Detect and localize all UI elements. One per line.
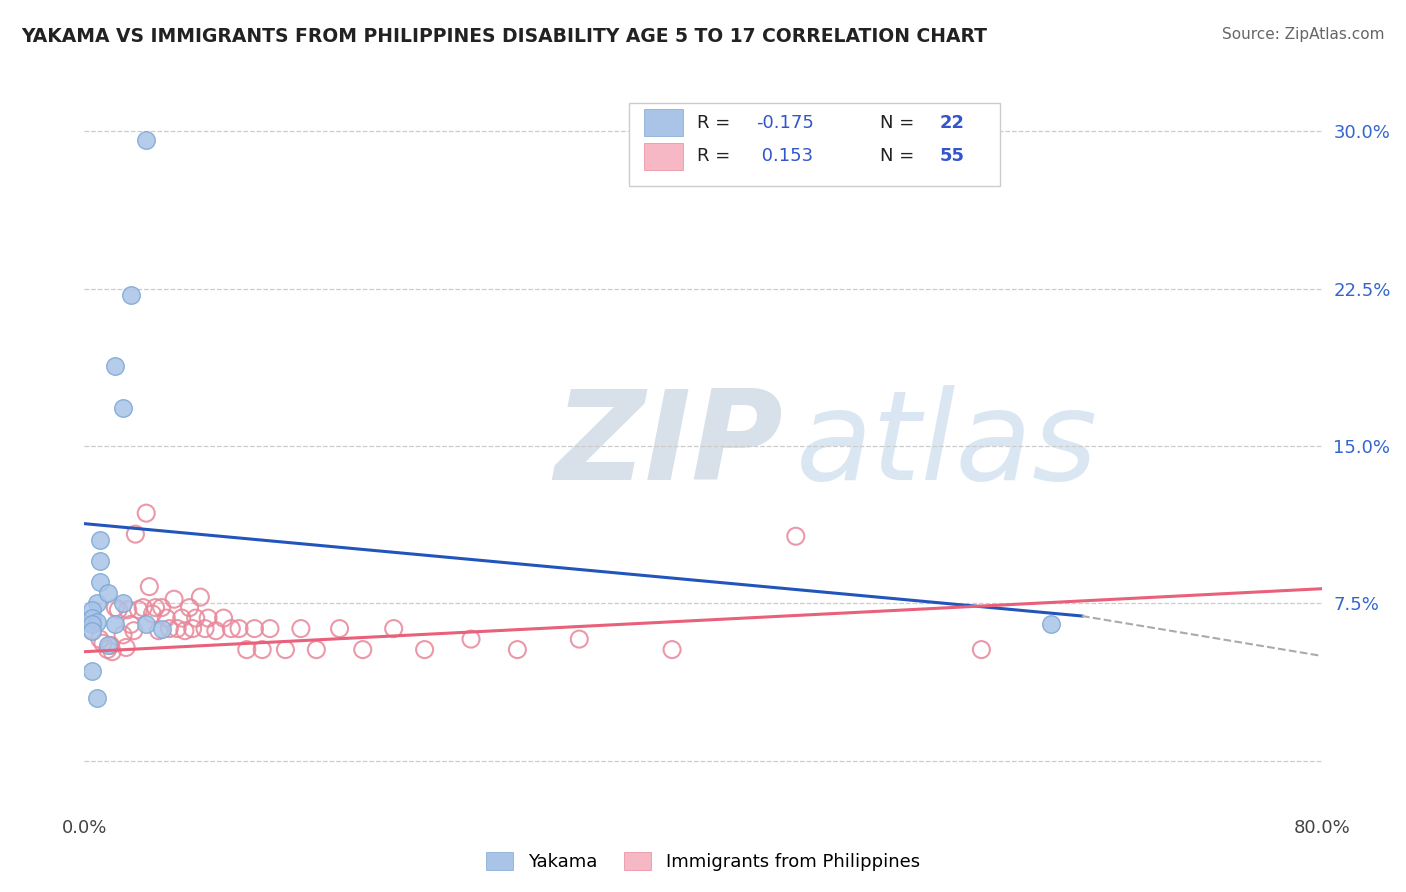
Point	[170, 611, 193, 625]
Point	[228, 622, 250, 636]
Point	[82, 603, 104, 617]
Point	[91, 636, 114, 650]
Point	[785, 529, 807, 543]
Point	[132, 600, 155, 615]
Point	[221, 622, 243, 636]
Point	[568, 632, 591, 646]
Point	[163, 592, 186, 607]
Point	[1040, 617, 1063, 632]
Text: YAKAMA VS IMMIGRANTS FROM PHILIPPINES DISABILITY AGE 5 TO 17 CORRELATION CHART: YAKAMA VS IMMIGRANTS FROM PHILIPPINES DI…	[21, 27, 987, 45]
Point	[97, 639, 120, 653]
Point	[138, 580, 160, 594]
Point	[174, 624, 197, 638]
Point	[122, 624, 145, 638]
Point	[117, 603, 139, 617]
Point	[148, 624, 170, 638]
Point	[135, 617, 157, 632]
FancyBboxPatch shape	[644, 109, 683, 136]
Point	[194, 622, 217, 636]
Text: N =: N =	[880, 147, 920, 165]
Point	[460, 632, 482, 646]
Point	[82, 664, 104, 678]
Point	[236, 642, 259, 657]
Point	[150, 622, 173, 636]
Text: R =: R =	[697, 147, 735, 165]
Point	[104, 617, 127, 632]
Text: 22: 22	[939, 114, 965, 132]
Point	[145, 600, 167, 615]
Point	[188, 590, 212, 604]
Point	[104, 600, 127, 615]
Point	[155, 611, 177, 625]
Point	[661, 642, 683, 657]
Text: -0.175: -0.175	[756, 114, 814, 132]
Point	[97, 642, 120, 657]
Point	[184, 611, 207, 625]
Point	[197, 611, 219, 625]
Point	[89, 575, 111, 590]
Point	[124, 527, 146, 541]
Point	[290, 622, 312, 636]
Point	[100, 639, 122, 653]
Point	[135, 506, 157, 520]
Point	[305, 642, 328, 657]
Point	[104, 359, 127, 374]
Point	[115, 640, 138, 655]
Point	[89, 533, 111, 548]
Point	[252, 642, 274, 657]
Point	[352, 642, 374, 657]
Point	[97, 586, 120, 600]
Point	[506, 642, 529, 657]
Point	[101, 645, 124, 659]
FancyBboxPatch shape	[628, 103, 1000, 186]
Point	[179, 600, 201, 615]
Text: 55: 55	[939, 147, 965, 165]
Point	[82, 624, 104, 638]
Point	[82, 624, 104, 638]
Point	[112, 628, 135, 642]
Point	[128, 603, 150, 617]
Point	[329, 622, 352, 636]
Point	[243, 622, 266, 636]
Point	[970, 642, 993, 657]
Point	[205, 624, 228, 638]
Point	[86, 615, 108, 630]
Point	[107, 603, 129, 617]
Point	[120, 288, 142, 302]
Point	[141, 607, 163, 621]
Point	[120, 617, 142, 632]
Point	[86, 690, 108, 705]
Point	[112, 596, 135, 610]
Point	[212, 611, 235, 625]
Text: R =: R =	[697, 114, 735, 132]
Point	[112, 401, 135, 416]
Point	[135, 132, 157, 146]
Point	[274, 642, 297, 657]
Point	[413, 642, 436, 657]
Point	[82, 617, 104, 632]
Text: 0.153: 0.153	[756, 147, 813, 165]
Text: ZIP: ZIP	[554, 385, 783, 507]
Point	[159, 622, 181, 636]
Point	[150, 600, 173, 615]
Text: atlas: atlas	[796, 385, 1098, 507]
Point	[82, 611, 104, 625]
Point	[166, 622, 188, 636]
Point	[259, 622, 281, 636]
Point	[86, 596, 108, 610]
Legend: Yakama, Immigrants from Philippines: Yakama, Immigrants from Philippines	[479, 845, 927, 879]
Text: N =: N =	[880, 114, 920, 132]
Point	[382, 622, 405, 636]
Text: Source: ZipAtlas.com: Source: ZipAtlas.com	[1222, 27, 1385, 42]
FancyBboxPatch shape	[644, 143, 683, 169]
Point	[89, 554, 111, 568]
Point	[181, 622, 204, 636]
Point	[89, 632, 111, 646]
